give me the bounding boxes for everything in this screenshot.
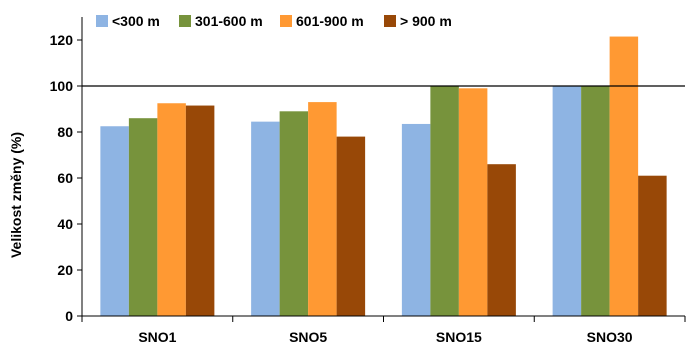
bars (82, 36, 685, 317)
bar (185, 105, 215, 316)
y-axis-title: Velikost změny (%) (8, 132, 24, 258)
y-axis: 0 20 40 60 80 100 120 (50, 17, 83, 324)
legend-label: <300 m (112, 13, 160, 29)
bar (100, 126, 129, 316)
y-tick-label: 40 (57, 216, 73, 232)
legend-swatch (96, 15, 108, 27)
bar (157, 103, 186, 316)
x-tick-label: SNO30 (587, 329, 633, 345)
bar (128, 118, 158, 316)
y-tick-label: 100 (50, 78, 74, 94)
bar (609, 36, 639, 317)
legend-swatch (384, 15, 396, 27)
bar (401, 123, 431, 316)
x-tick-label: SNO5 (289, 329, 327, 345)
y-tick-label: 120 (50, 32, 74, 48)
y-tick-label: 0 (65, 308, 73, 324)
bar (251, 121, 280, 317)
bar (458, 88, 488, 316)
x-tick-label: SNO15 (436, 329, 482, 345)
bar (552, 86, 582, 316)
legend-label: 601-900 m (296, 13, 364, 29)
legend-label: 301-600 m (195, 13, 263, 29)
x-tick-label: SNO1 (138, 329, 176, 345)
bar (581, 86, 610, 316)
x-axis: SNO1 SNO5 SNO15 SNO30 (81, 315, 686, 345)
bar (487, 164, 516, 316)
y-tick-label: 60 (57, 170, 73, 186)
legend-swatch (280, 15, 292, 27)
legend-swatch (179, 15, 191, 27)
legend: <300 m 301-600 m 601-900 m > 900 m (96, 13, 452, 29)
y-tick-label: 20 (57, 262, 73, 278)
y-tick-label: 80 (57, 124, 73, 140)
legend-label: > 900 m (400, 13, 452, 29)
bar (279, 111, 309, 316)
bar (308, 102, 337, 316)
bar (430, 86, 459, 316)
bar (336, 136, 366, 316)
bar (638, 175, 667, 316)
